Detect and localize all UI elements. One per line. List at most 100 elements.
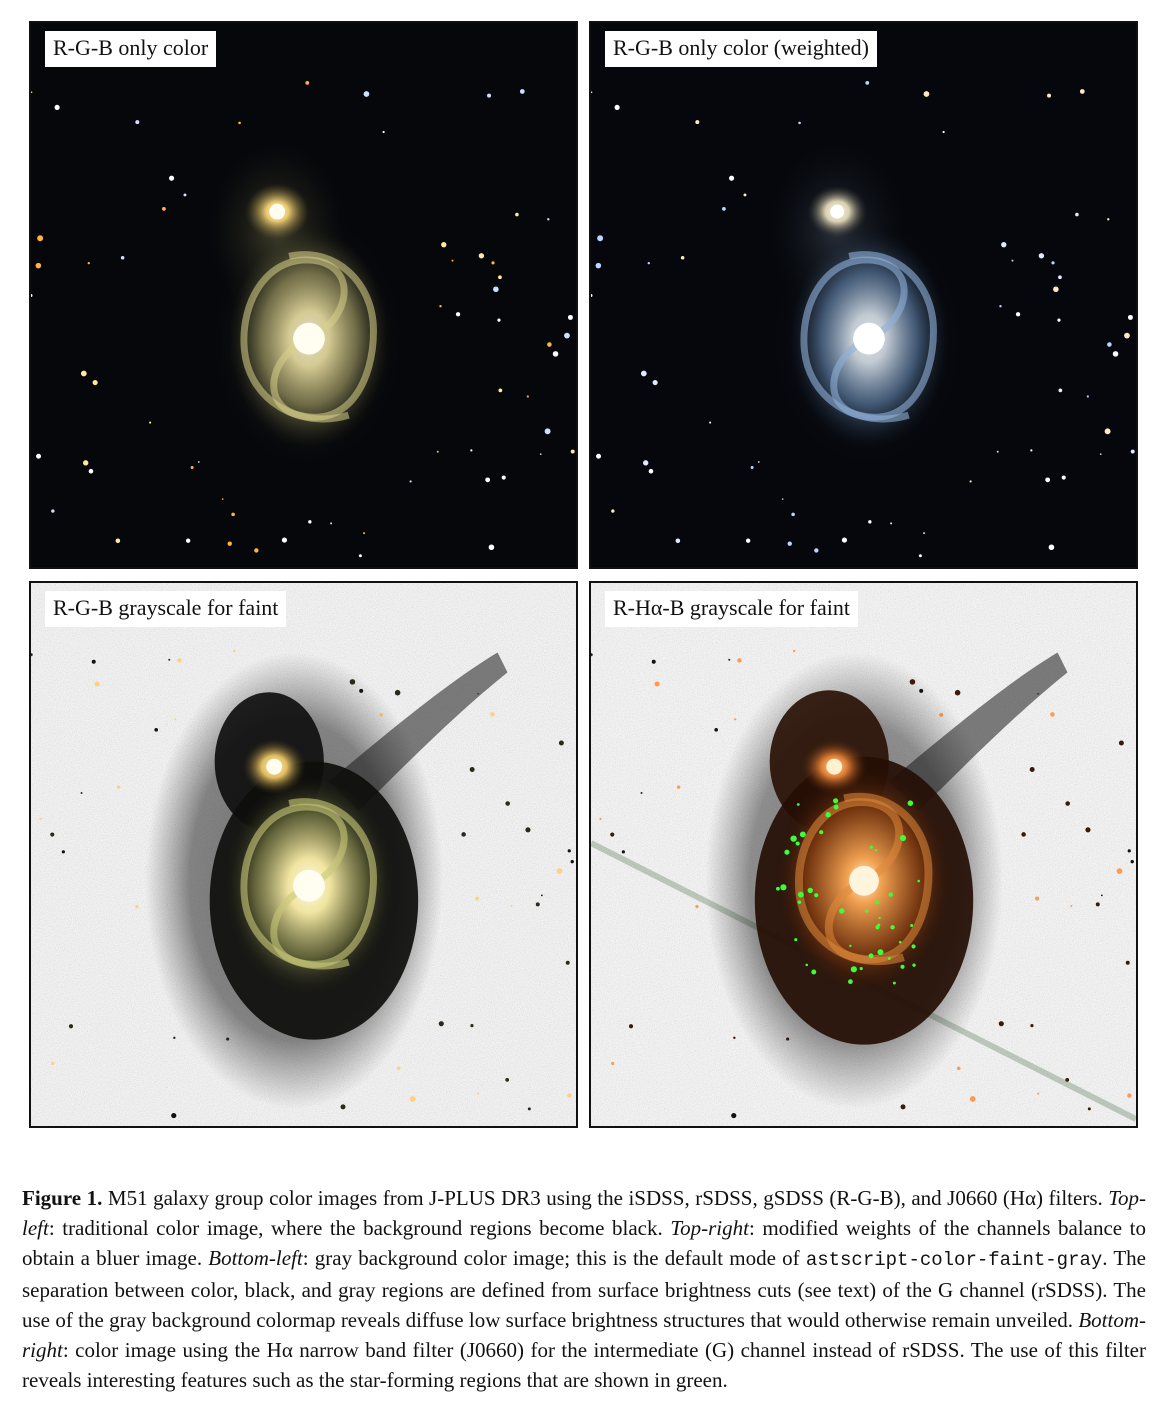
star	[451, 259, 454, 262]
star-forming-region	[784, 849, 790, 855]
star	[547, 218, 550, 221]
star	[791, 512, 795, 517]
star	[1048, 544, 1055, 551]
star	[570, 449, 575, 454]
star	[1057, 318, 1061, 322]
star	[647, 261, 650, 265]
star	[680, 255, 685, 260]
star	[120, 255, 125, 260]
star	[1065, 801, 1070, 806]
star	[1038, 253, 1045, 259]
star-forming-region	[776, 886, 780, 891]
star-forming-region	[890, 925, 895, 930]
caption-tag-top-left: Top-left	[22, 1186, 1147, 1240]
star	[177, 658, 182, 663]
galaxy-image-rhab-grayscale	[591, 583, 1136, 1126]
star	[1021, 832, 1026, 837]
star	[227, 541, 232, 546]
star	[628, 1024, 634, 1029]
star	[1051, 261, 1055, 265]
star	[1118, 740, 1124, 746]
star	[409, 480, 412, 483]
panel-label: R-G-B grayscale for faint	[45, 591, 287, 627]
star	[750, 466, 754, 470]
star	[394, 689, 401, 696]
star	[493, 286, 499, 293]
star	[455, 312, 461, 317]
star-forming-region	[796, 803, 800, 806]
star	[757, 461, 760, 463]
star	[567, 1093, 572, 1098]
star	[168, 658, 171, 661]
star-forming-region	[877, 923, 881, 927]
star	[162, 206, 166, 211]
star	[969, 1096, 976, 1102]
star-forming-region	[887, 956, 891, 960]
program-name: astscript-color-faint-gray	[805, 1249, 1103, 1271]
star-forming-region	[900, 964, 905, 969]
star-forming-region	[868, 953, 874, 959]
star	[475, 896, 480, 901]
star	[478, 253, 485, 259]
caption-intro: M51 galaxy group color images from J-PLU…	[107, 1186, 1103, 1210]
star	[737, 658, 742, 663]
star	[743, 193, 747, 197]
star	[781, 498, 784, 500]
star	[614, 104, 620, 110]
star-forming-region	[833, 804, 839, 810]
star	[1127, 1093, 1132, 1098]
star	[591, 91, 593, 94]
star	[1035, 896, 1040, 901]
star	[37, 235, 44, 242]
caption-separation-text: . The separation between color, black, a…	[22, 1246, 1146, 1332]
star	[497, 318, 501, 322]
star	[1011, 259, 1014, 262]
star	[527, 1107, 531, 1111]
star-forming-region	[911, 944, 916, 949]
star	[396, 1066, 401, 1071]
galaxy-image-rgb-weighted	[591, 23, 1136, 567]
figure-label: Figure 1.	[22, 1186, 103, 1210]
star-forming-region	[874, 848, 878, 852]
galaxy-image-rgb-color	[31, 23, 576, 567]
star	[441, 241, 447, 248]
star	[1087, 1107, 1091, 1111]
star	[88, 468, 94, 474]
star	[570, 859, 574, 864]
star	[1112, 351, 1119, 357]
star	[1029, 767, 1035, 773]
star	[135, 120, 140, 125]
panel-rhab-grayscale: R-Hα-B grayscale for faint	[589, 581, 1138, 1128]
star	[611, 509, 615, 513]
star	[54, 104, 60, 110]
star	[648, 468, 654, 474]
star	[470, 1024, 474, 1028]
star	[1124, 332, 1130, 339]
caption-text-bottom-left: : gray background color image; this is t…	[302, 1246, 800, 1270]
star	[1125, 960, 1130, 965]
star	[515, 212, 519, 217]
star	[1030, 449, 1033, 452]
star	[599, 817, 602, 820]
star-forming-region	[888, 892, 893, 897]
caption-text-top-left: : traditional color image, where the bac…	[48, 1216, 663, 1240]
star	[998, 1021, 1004, 1027]
star	[621, 850, 625, 854]
star	[544, 428, 551, 435]
star	[1045, 477, 1051, 483]
star	[1116, 868, 1123, 874]
star	[363, 91, 370, 97]
star-forming-region	[877, 949, 884, 956]
star	[363, 532, 366, 535]
star-forming-region	[892, 981, 896, 985]
star	[80, 370, 87, 377]
star	[1086, 395, 1089, 398]
star	[731, 1112, 737, 1119]
star	[591, 653, 593, 657]
star	[728, 658, 731, 661]
star	[640, 791, 643, 794]
star-forming-region	[799, 831, 806, 838]
star	[469, 767, 475, 773]
star	[547, 342, 552, 347]
star	[676, 785, 681, 789]
